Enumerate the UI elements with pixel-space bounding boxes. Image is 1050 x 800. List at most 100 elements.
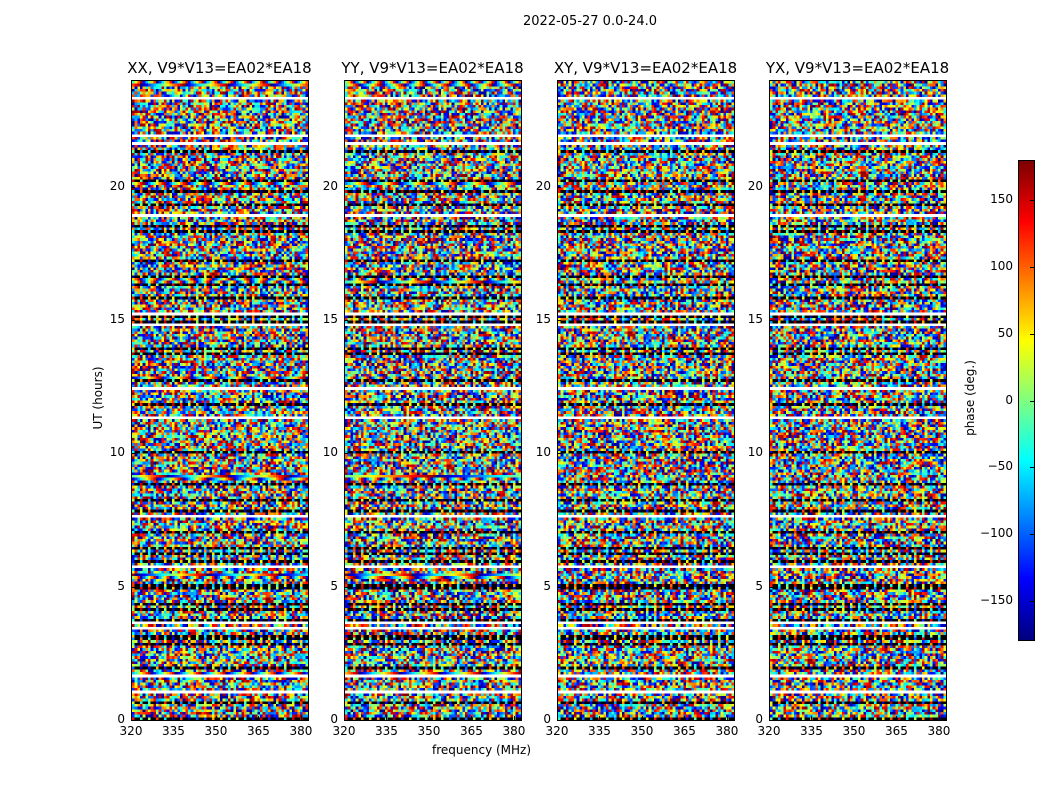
y-tick-label: 15 [535, 312, 551, 326]
colorbar-tick-mark [1030, 600, 1034, 602]
x-tick-label: 350 [417, 724, 441, 738]
colorbar-tick-label: 150 [990, 192, 1013, 207]
y-tick-label: 20 [747, 178, 763, 193]
y-tick-label: 10 [535, 445, 551, 460]
x-tick-mark [641, 716, 643, 720]
x-tick-label: 365 [672, 724, 696, 738]
x-tick-label: 365 [459, 724, 483, 738]
x-tick-label: 320 [757, 724, 781, 738]
y-tick-label: 15 [322, 312, 338, 326]
x-tick-label: 350 [630, 724, 654, 738]
x-tick-label: 380 [715, 724, 739, 738]
x-tick-label: 335 [375, 724, 398, 738]
colorbar-tick-label: 100 [990, 258, 1013, 273]
y-tick-mark [131, 720, 135, 721]
colorbar-label: phase (deg.) [963, 360, 977, 436]
x-tick-mark [853, 716, 855, 720]
x-tick-mark [896, 716, 898, 720]
colorbar-tick-label: −150 [980, 592, 1013, 607]
x-tick-mark [131, 716, 132, 720]
y-tick-label: 0 [117, 712, 125, 726]
heatmap-cells [770, 81, 946, 720]
x-tick-mark [769, 716, 770, 720]
heatmap-panel [557, 80, 735, 721]
y-tick-mark [557, 586, 561, 588]
x-tick-label: 320 [119, 724, 143, 738]
y-tick-mark [769, 453, 773, 455]
colorbar-tick-mark [1030, 467, 1034, 469]
y-tick-mark [131, 320, 135, 321]
x-tick-label: 320 [545, 724, 569, 738]
colorbar-tick-label: 50 [997, 325, 1013, 340]
x-tick-mark [258, 716, 260, 720]
panel-title: YY, V9*V13=EA02*EA18 [341, 59, 524, 77]
x-tick-label: 350 [842, 724, 866, 738]
x-tick-label: 350 [204, 724, 228, 738]
colorbar-tick-label: −100 [980, 526, 1013, 541]
x-tick-mark [811, 716, 813, 720]
y-tick-mark [557, 186, 561, 188]
y-tick-mark [131, 186, 135, 188]
y-tick-label: 20 [535, 178, 551, 193]
figure-title: 2022-05-27 0.0-24.0 [523, 14, 657, 29]
x-tick-mark [684, 716, 686, 720]
x-tick-label: 335 [162, 724, 185, 738]
colorbar-tick-label: 0 [1005, 392, 1013, 407]
panel-title: XX, V9*V13=EA02*EA18 [127, 59, 312, 77]
x-tick-label: 365 [884, 724, 908, 738]
y-tick-label: 10 [322, 445, 338, 460]
y-tick-label: 20 [322, 178, 338, 193]
y-tick-mark [344, 186, 348, 188]
panel-title: XY, V9*V13=EA02*EA18 [553, 59, 738, 77]
x-tick-mark [513, 716, 515, 720]
x-tick-mark [386, 716, 388, 720]
y-tick-mark [344, 453, 348, 455]
y-tick-label: 0 [755, 712, 763, 726]
colorbar-tick-mark [1030, 266, 1034, 268]
x-tick-mark [726, 716, 728, 720]
y-tick-mark [769, 186, 773, 188]
x-tick-mark [173, 716, 175, 720]
x-tick-label: 365 [246, 724, 270, 738]
y-tick-mark [344, 320, 348, 321]
y-tick-label: 20 [109, 178, 125, 193]
y-tick-mark [557, 720, 561, 721]
panel-title: YX, V9*V13=EA02*EA18 [765, 59, 950, 77]
y-tick-label: 15 [747, 312, 763, 326]
x-tick-mark [557, 716, 558, 720]
x-tick-label: 335 [588, 724, 611, 738]
colorbar [1018, 160, 1035, 641]
colorbar-tick-mark [1030, 333, 1034, 335]
x-tick-mark [344, 716, 345, 720]
y-tick-label: 5 [117, 578, 125, 593]
y-tick-label: 5 [755, 578, 763, 593]
y-tick-label: 5 [543, 578, 551, 593]
x-tick-label: 380 [502, 724, 526, 738]
y-tick-mark [344, 586, 348, 588]
x-tick-mark [599, 716, 601, 720]
y-tick-label: 0 [543, 712, 551, 726]
heatmap-panel [344, 80, 522, 721]
colorbar-tick-label: −50 [987, 459, 1013, 474]
x-tick-mark [471, 716, 473, 720]
y-tick-mark [769, 320, 773, 321]
y-tick-label: 15 [109, 312, 125, 326]
y-tick-label: 0 [330, 712, 338, 726]
colorbar-tick-mark [1030, 200, 1034, 202]
heatmap-cells [558, 81, 734, 720]
y-axis-label: UT (hours) [91, 366, 105, 430]
x-tick-label: 380 [927, 724, 951, 738]
heatmap-cells [345, 81, 521, 720]
y-tick-mark [557, 453, 561, 455]
y-tick-label: 5 [330, 578, 338, 593]
x-axis-label: frequency (MHz) [432, 743, 532, 757]
heatmap-panel [769, 80, 947, 721]
x-tick-label: 320 [332, 724, 356, 738]
colorbar-tick-mark [1030, 400, 1034, 402]
y-tick-mark [769, 586, 773, 588]
colorbar-tick-mark [1030, 534, 1034, 536]
y-tick-label: 10 [747, 445, 763, 460]
x-tick-mark [938, 716, 940, 720]
y-tick-mark [769, 720, 773, 721]
x-tick-label: 335 [800, 724, 823, 738]
